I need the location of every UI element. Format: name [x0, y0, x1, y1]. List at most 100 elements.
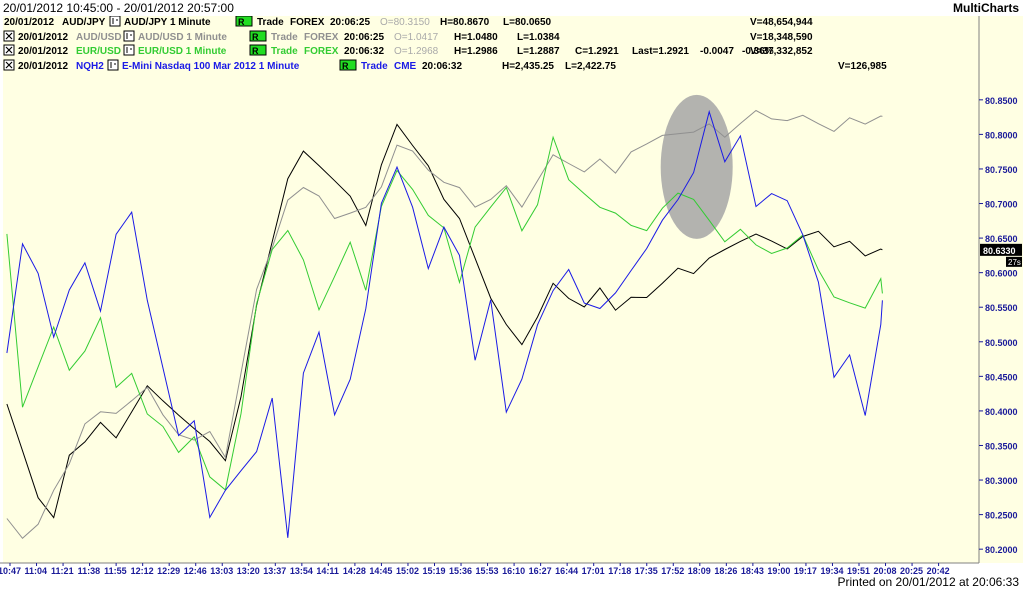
x-tick-label: 18:43 — [741, 566, 764, 576]
legend-row[interactable]: 20/01/2012 EUR/USD EUR/USD 1 Minute R Trade F… — [3, 44, 813, 57]
chart-area[interactable]: 80.8500 80.8000 80.7500 80.7000 80.6500 80.60… — [0, 15, 1023, 577]
x-tick-label: 15:36 — [449, 566, 472, 576]
legend-low: L=1.2887 — [517, 46, 560, 57]
legend-date: 20/01/2012 — [18, 61, 68, 72]
indicator-icon[interactable] — [123, 30, 135, 42]
legend-row[interactable]: 20/01/2012 AUD/JPY AUD/JPY 1 Minute R Trade F… — [4, 15, 813, 28]
x-tick-label: 20:42 — [927, 566, 950, 576]
x-tick-label: 19:51 — [847, 566, 870, 576]
x-tick-label: 19:17 — [794, 566, 817, 576]
legend-trade: Trade — [361, 61, 388, 72]
y-tick-label: 80.6500 — [985, 234, 1018, 244]
realtime-icon[interactable]: R — [249, 44, 267, 56]
legend-symbol: EUR/USD — [76, 46, 121, 57]
legend-high: H=2,435.25 — [502, 61, 554, 72]
y-tick-label: 80.5500 — [985, 303, 1018, 313]
highlight-ellipse — [660, 94, 733, 239]
x-tick-label: 19:00 — [767, 566, 790, 576]
legend-trade: Trade — [271, 46, 298, 57]
legend-time: 20:06:32 — [344, 46, 384, 57]
x-tick-label: 11:04 — [25, 566, 48, 576]
x-tick-label: 20:08 — [874, 566, 897, 576]
x-tick-label: 11:55 — [104, 566, 127, 576]
legend-high: H=80.8670 — [440, 17, 490, 28]
indicator-icon[interactable] — [109, 15, 121, 27]
plot-background — [3, 16, 979, 563]
series-line-eurusd — [6, 135, 883, 491]
x-tick-label: 16:10 — [502, 566, 525, 576]
x-tick-label: 12:29 — [157, 566, 180, 576]
x-tick-label: 16:44 — [555, 566, 578, 576]
x-tick-label: 16:27 — [529, 566, 552, 576]
legend-date: 20/01/2012 — [18, 46, 68, 57]
legend-pct: -0.36% — [742, 46, 774, 57]
x-tick-label: 19:34 — [820, 566, 843, 576]
legend-trade: Trade — [271, 32, 298, 43]
y-tick-label: 80.2500 — [985, 511, 1018, 521]
x-tick-label: 17:35 — [635, 566, 658, 576]
x-tick-label: 11:21 — [51, 566, 74, 576]
legend-date: 20/01/2012 — [18, 32, 68, 43]
realtime-letter: R — [252, 46, 259, 56]
x-tick-label: 13:54 — [290, 566, 313, 576]
y-tick-label: 80.7000 — [985, 200, 1018, 210]
x-tick-label: 15:53 — [476, 566, 499, 576]
realtime-icon[interactable]: R — [249, 30, 267, 42]
legend-high: H=1.2986 — [454, 46, 498, 57]
y-tick-label: 80.6000 — [985, 269, 1018, 279]
y-tick-label: 80.8500 — [985, 96, 1018, 106]
y-tick-label: 80.3000 — [985, 476, 1018, 486]
legend-row[interactable]: 20/01/2012 AUD/USD AUD/USD 1 Minute R Trade F… — [3, 30, 813, 43]
legend-description: E-Mini Nasdaq 100 Mar 2012 1 Minute — [122, 61, 300, 72]
legend-volume: V=37,332,852 — [750, 46, 813, 57]
time-axis — [0, 563, 1023, 577]
realtime-icon[interactable]: R — [235, 15, 253, 27]
y-tick-label: 80.7500 — [985, 165, 1018, 175]
legend-open: O=80.3150 — [380, 17, 430, 28]
x-tick-label: 14:11 — [316, 566, 339, 576]
x-tick-label: 14:28 — [343, 566, 366, 576]
x-tick-label: 15:02 — [396, 566, 419, 576]
legend-low: L=2,422.75 — [565, 61, 616, 72]
legend-exchange: FOREX — [304, 46, 339, 57]
price-scale — [979, 16, 1023, 563]
price-chart[interactable]: 80.8500 80.8000 80.7500 80.7000 80.6500 80.60… — [0, 15, 1023, 577]
close-icon[interactable] — [3, 30, 15, 42]
realtime-icon[interactable]: R — [339, 59, 357, 71]
printed-footer: Printed on 20/01/2012 at 20:06:33 — [837, 575, 1019, 589]
x-tick-label: 13:03 — [210, 566, 233, 576]
x-tick-label: 14:45 — [369, 566, 392, 576]
legend-close: C=1.2921 — [575, 46, 619, 57]
x-tick-label: 17:18 — [608, 566, 631, 576]
x-tick-label: 18:26 — [714, 566, 737, 576]
legend-open: O=1.0417 — [394, 32, 439, 43]
legend-volume: V=18,348,590 — [750, 32, 813, 43]
last-price-bg — [980, 243, 1022, 256]
legend-low: L=1.0384 — [517, 32, 560, 43]
legend-low: L=80.0650 — [503, 17, 552, 28]
indicator-icon[interactable] — [107, 59, 119, 71]
x-tick-label: 10:47 — [0, 566, 21, 576]
realtime-letter: R — [342, 61, 349, 71]
legend-time: 20:06:32 — [422, 61, 462, 72]
x-tick-label: 12:12 — [131, 566, 154, 576]
x-tick-label: 13:37 — [263, 566, 286, 576]
legend-high: H=1.0480 — [454, 32, 498, 43]
legend-time: 20:06:25 — [344, 32, 384, 43]
close-icon[interactable] — [3, 59, 15, 71]
y-tick-label: 80.2000 — [985, 545, 1018, 555]
y-tick-label: 80.4000 — [985, 407, 1018, 417]
legend-last: Last=1.2921 — [632, 46, 689, 57]
legend-row[interactable]: 20/01/2012 NQH2 E-Mini Nasdaq 100 Mar 2012… — [3, 59, 887, 72]
close-icon[interactable] — [3, 44, 15, 56]
y-tick-label: 80.4500 — [985, 372, 1018, 382]
legend-open: O=1.2968 — [394, 46, 439, 57]
x-tick-label: 17:52 — [661, 566, 684, 576]
date-range: 20/01/2012 10:45:00 - 20/01/2012 20:57:0… — [3, 1, 234, 15]
x-tick-label: 15:19 — [422, 566, 445, 576]
app-brand: MultiCharts — [953, 1, 1019, 15]
x-tick-label: 11:38 — [78, 566, 101, 576]
indicator-icon[interactable] — [123, 44, 135, 56]
legend-volume: V=126,985 — [838, 61, 887, 72]
x-tick-label: 20:25 — [900, 566, 923, 576]
